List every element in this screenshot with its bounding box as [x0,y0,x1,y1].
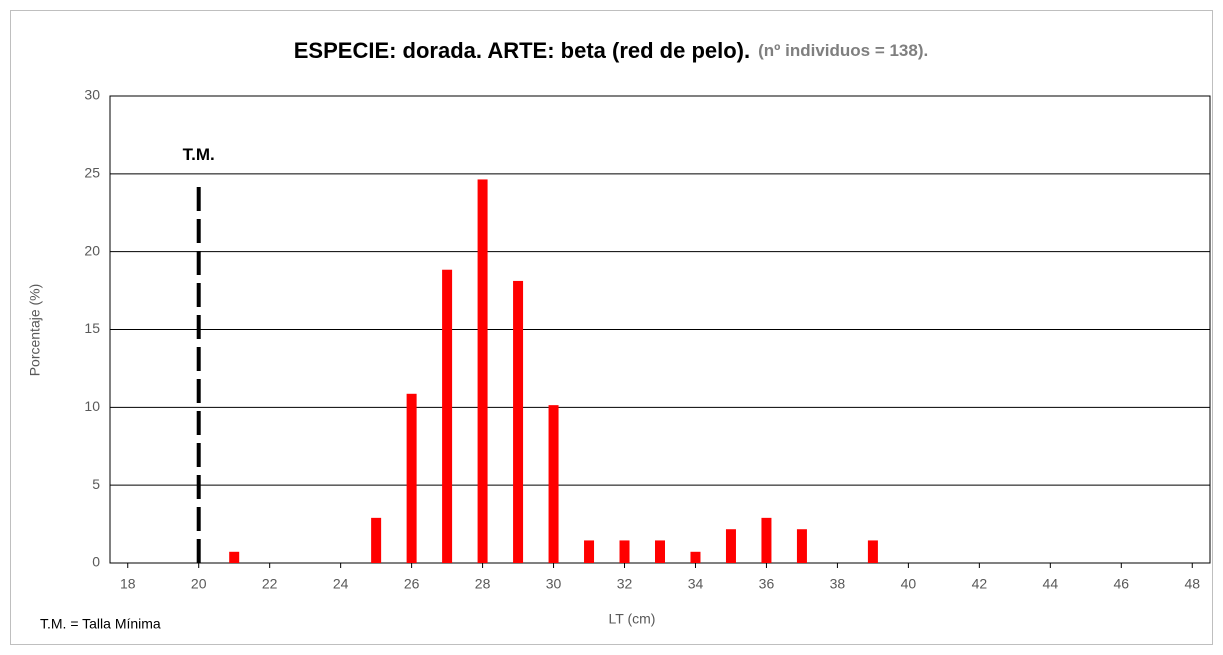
bar [371,517,382,563]
x-tick-label: 36 [759,576,775,592]
title-note: (nº individuos = 138). [758,41,928,60]
y-tick-label: 0 [92,554,100,570]
footnote: T.M. = Talla Mínima [40,616,161,632]
x-tick-label: 48 [1184,576,1200,592]
x-tick-label: 26 [404,576,420,592]
title-main: ESPECIE: dorada. ARTE: beta (red de pelo… [294,38,750,63]
x-tick-label: 44 [1043,576,1059,592]
bar [761,517,772,563]
bar [690,551,701,563]
x-tick-label: 34 [688,576,704,592]
y-tick-label: 5 [92,476,100,492]
bar [548,405,559,563]
x-tick-label: 38 [830,576,846,592]
bar [513,280,524,563]
x-tick-label: 18 [120,576,136,592]
bar [867,540,878,563]
bar [725,529,736,563]
x-tick-label: 32 [617,576,633,592]
x-tick-label: 40 [901,576,917,592]
x-tick-label: 30 [546,576,562,592]
bar [796,529,807,563]
x-tick-label: 28 [475,576,491,592]
bar [442,269,453,563]
x-tick-label: 46 [1114,576,1130,592]
bar [584,540,595,563]
y-tick-label: 20 [84,242,100,258]
bar [229,551,240,563]
x-tick-label: 22 [262,576,278,592]
x-axis-label: LT (cm) [609,611,656,627]
bar [619,540,630,563]
y-tick-label: 15 [84,320,100,336]
x-tick-label: 24 [333,576,349,592]
bar [655,540,665,563]
y-axis-label: Porcentaje (%) [27,284,43,377]
y-tick-label: 10 [84,398,100,414]
chart-border [10,10,1213,645]
bar [406,393,417,563]
y-tick-label: 30 [84,87,100,103]
chart-title: ESPECIE: dorada. ARTE: beta (red de pelo… [294,38,928,63]
reference-label: T.M. [183,145,215,164]
bar [477,179,488,564]
x-tick-label: 42 [972,576,988,592]
y-tick-label: 25 [84,165,100,181]
x-tick-label: 20 [191,576,207,592]
